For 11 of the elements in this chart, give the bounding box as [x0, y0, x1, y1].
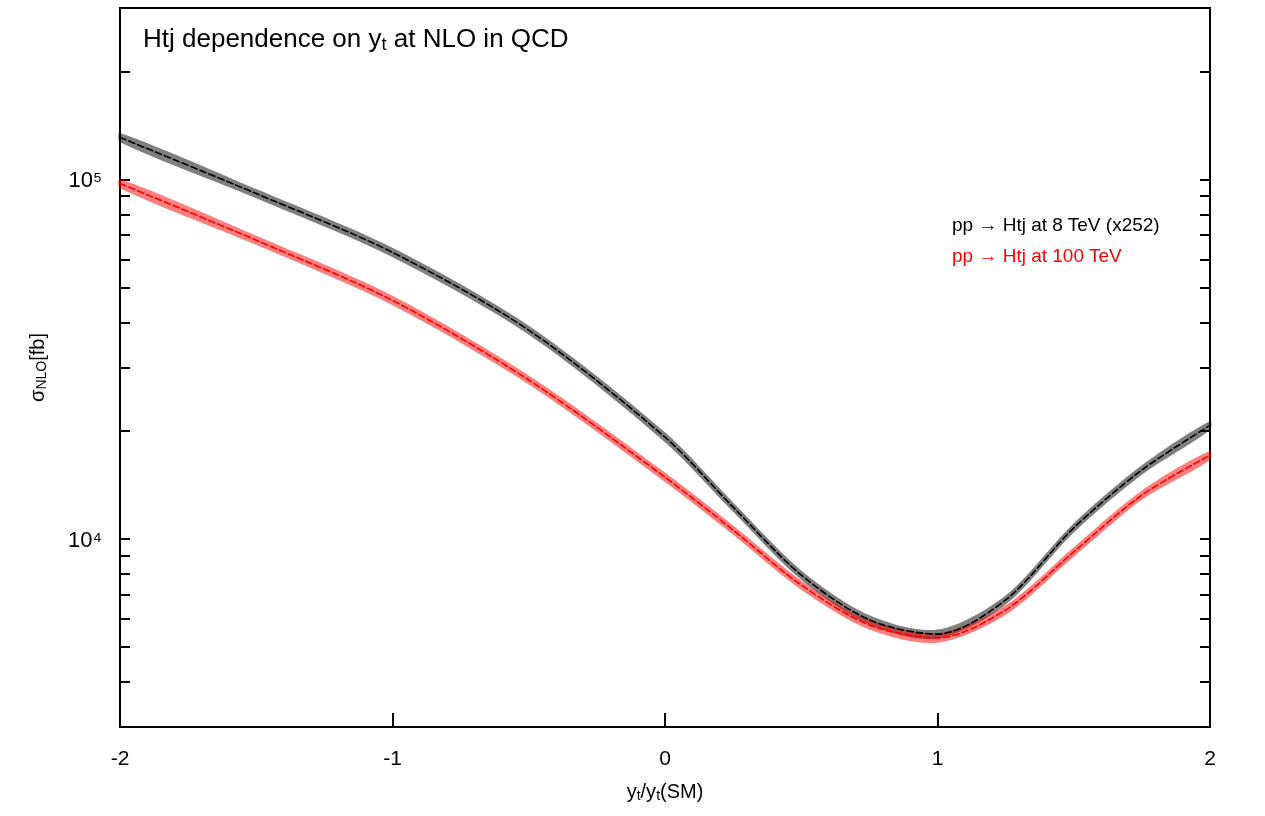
x-tick-label: 1 — [931, 746, 944, 769]
y-tick-label: 10⁵ — [68, 167, 102, 193]
x-tick-label: 2 — [1204, 746, 1216, 769]
x-tick-label: -2 — [110, 746, 130, 769]
x-tick-label: -1 — [383, 746, 402, 769]
y-axis-title: σNLO[fb] — [25, 333, 49, 402]
text: Htj dependence on yt at NLO in QCD — [143, 22, 569, 54]
legend-label: pp → Htj at 8 TeV (x252) — [951, 214, 1160, 235]
text: pp → Htj at 100 TeV — [951, 245, 1122, 266]
x-tick-label: 0 — [659, 746, 671, 769]
y-tick-label: 10⁴ — [68, 526, 102, 552]
